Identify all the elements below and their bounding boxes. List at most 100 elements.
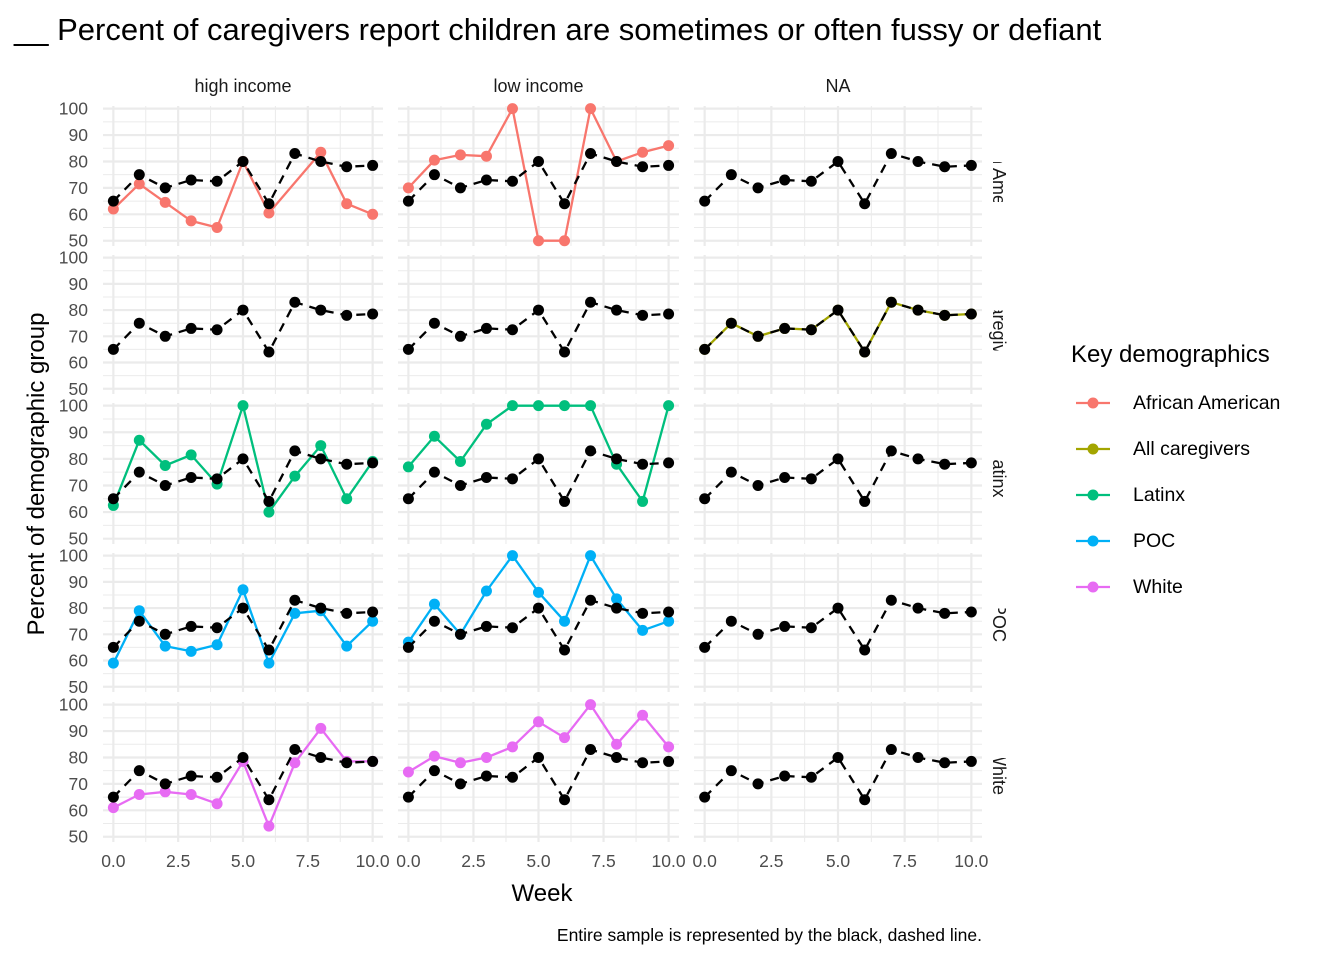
series-point (159, 786, 171, 798)
series-point (480, 585, 492, 597)
series-point (185, 215, 197, 227)
reference-point (341, 161, 353, 173)
reference-point (315, 453, 327, 465)
reference-point (805, 324, 817, 336)
series-point (133, 605, 145, 617)
reference-point (585, 296, 597, 308)
reference-point (185, 322, 197, 334)
series-point (585, 103, 597, 115)
reference-point (107, 343, 119, 355)
x-tick-label: 0.0 (101, 851, 126, 871)
reference-point (637, 458, 649, 470)
series-point (663, 400, 675, 412)
reference-point (859, 346, 871, 358)
x-tick-label: 2.5 (759, 851, 783, 871)
reference-point (752, 479, 764, 491)
reference-point (107, 641, 119, 653)
reference-point (559, 644, 571, 656)
series-point (402, 461, 414, 473)
reference-point (752, 778, 764, 790)
series-point (428, 750, 440, 762)
series-point (480, 150, 492, 162)
reference-point (885, 445, 897, 457)
reference-point (133, 765, 145, 777)
series-point (480, 751, 492, 763)
y-tick-label: 70 (69, 326, 89, 346)
reference-point (699, 791, 711, 803)
reference-point (480, 620, 492, 632)
series-point (559, 732, 571, 744)
reference-point (454, 778, 466, 790)
facet-col-label: NA (825, 76, 850, 96)
reference-point (779, 174, 791, 186)
reference-point (637, 309, 649, 321)
series-point (506, 103, 518, 115)
reference-point (237, 453, 249, 465)
reference-point (585, 148, 597, 160)
series-point (559, 400, 571, 412)
reference-point (533, 155, 544, 167)
x-tick-label: 10.0 (356, 851, 390, 871)
reference-point (211, 324, 223, 336)
reference-point (533, 304, 544, 316)
reference-point (912, 155, 924, 167)
y-tick-label: 70 (69, 774, 89, 794)
facet-col-label: high income (194, 76, 291, 96)
series-point (341, 493, 353, 505)
series-point (289, 757, 301, 769)
y-tick-label: 50 (69, 827, 89, 847)
reference-point (725, 765, 737, 777)
facet-row-label: All caregivers (989, 270, 1009, 378)
reference-point (805, 473, 817, 485)
x-tick-label: 7.5 (296, 851, 320, 871)
reference-point (752, 628, 764, 640)
reference-point (289, 594, 301, 606)
reference-point (263, 495, 275, 507)
legend-key-point (1087, 397, 1099, 409)
reference-point (367, 755, 379, 767)
reference-point (454, 182, 466, 194)
reference-point (211, 175, 223, 187)
reference-point (237, 304, 249, 316)
reference-point (779, 770, 791, 782)
reference-point (367, 606, 379, 618)
series-point (611, 593, 623, 605)
reference-point (663, 606, 675, 618)
y-tick-label: 60 (69, 800, 89, 820)
reference-point (367, 308, 379, 320)
legend-label: African American (1133, 392, 1280, 414)
legend-key-point (1087, 443, 1099, 455)
reference-point (428, 169, 440, 181)
reference-point (185, 770, 197, 782)
reference-point (506, 622, 518, 634)
reference-point (885, 744, 897, 756)
reference-point (611, 602, 623, 614)
x-tick-label: 0.0 (693, 851, 718, 871)
reference-point (585, 594, 597, 606)
series-point (237, 584, 249, 596)
y-tick-label: 80 (69, 598, 89, 618)
series-point (663, 615, 675, 627)
series-point (559, 615, 571, 627)
reference-point (725, 466, 737, 478)
series-point (367, 615, 379, 627)
x-tick-label: 5.0 (526, 851, 551, 871)
reference-point (637, 607, 649, 619)
reference-point (506, 175, 518, 187)
series-point (185, 645, 197, 657)
series-point (533, 235, 544, 247)
reference-point (611, 453, 623, 465)
reference-point (699, 493, 711, 505)
y-tick-label: 60 (69, 651, 89, 671)
facet-row-label: Latinx (989, 449, 1009, 497)
caption: Entire sample is represented by the blac… (557, 925, 982, 945)
reference-point (965, 308, 977, 320)
series-point (133, 178, 145, 190)
reference-point (367, 159, 379, 171)
legend-label: All caregivers (1133, 438, 1250, 460)
series-point (663, 140, 675, 152)
reference-point (315, 751, 327, 763)
legend-key-point (1087, 535, 1099, 547)
